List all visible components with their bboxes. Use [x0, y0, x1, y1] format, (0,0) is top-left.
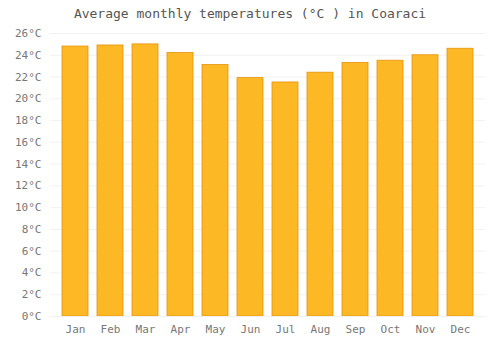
svg-text:Mar: Mar: [136, 323, 156, 336]
svg-text:Dec: Dec: [451, 323, 471, 336]
svg-text:20°C: 20°C: [15, 92, 42, 105]
html-text:Average monthly temperatures (: Average monthly temperatures (°C ) in Co…: [73, 6, 427, 21]
svg-text:0°C: 0°C: [22, 310, 42, 323]
svg-text:18°C: 18°C: [15, 114, 42, 127]
svg-text:22°C: 22°C: [15, 71, 42, 84]
svg-text:May: May: [206, 323, 226, 336]
svg-text:10°C: 10°C: [15, 201, 42, 214]
svg-text:26°C: 26°C: [15, 27, 42, 40]
svg-text:4°C: 4°C: [22, 266, 42, 279]
svg-text:12°C: 12°C: [15, 179, 42, 192]
svg-text:6°C: 6°C: [22, 245, 42, 258]
svg-text:2°C: 2°C: [22, 288, 42, 301]
svg-text:Oct: Oct: [381, 323, 401, 336]
svg-text:Nov: Nov: [416, 323, 436, 336]
svg-text:14°C: 14°C: [15, 158, 42, 171]
svg-text:Jun: Jun: [241, 323, 261, 336]
svg-text:Aug: Aug: [311, 323, 331, 336]
svg-text:24°C: 24°C: [15, 49, 42, 62]
svg-text:16°C: 16°C: [15, 136, 42, 149]
svg-text:8°C: 8°C: [22, 223, 42, 236]
svg-text:Jul: Jul: [276, 323, 296, 336]
svg-text:Feb: Feb: [101, 323, 121, 336]
svg-text:Sep: Sep: [346, 323, 366, 336]
svg-text:Jan: Jan: [66, 323, 86, 336]
svg-text:Apr: Apr: [171, 323, 191, 336]
